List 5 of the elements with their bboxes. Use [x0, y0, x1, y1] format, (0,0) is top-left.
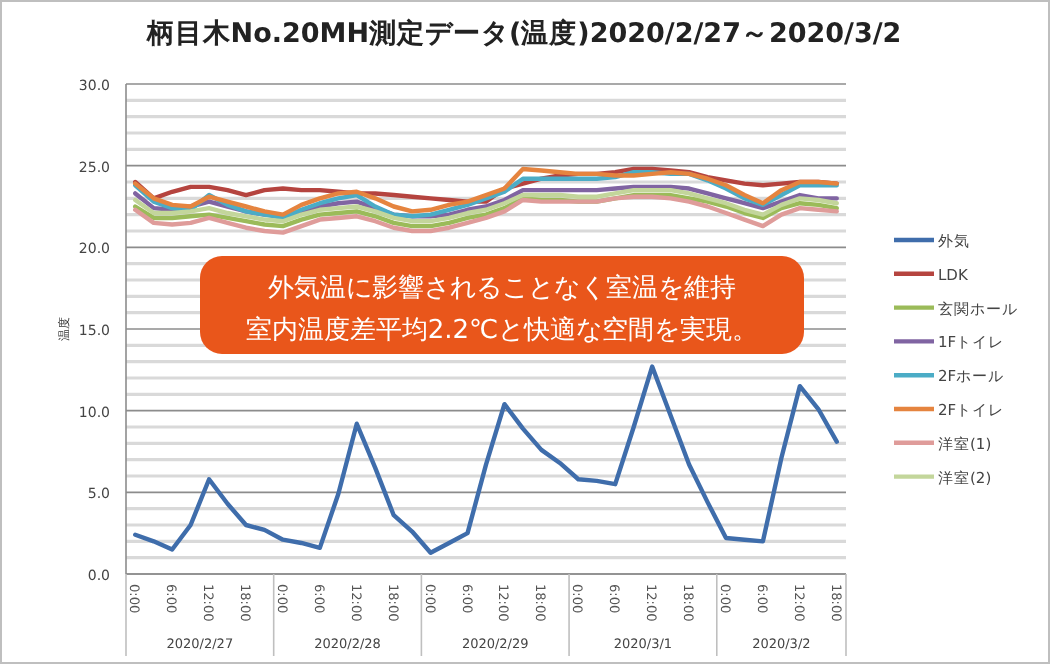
annotation: 外気温に影響されることなく室温を維持	[268, 272, 736, 304]
line-series	[133, 364, 839, 555]
callout: 外気温に影響されることなく室温を維持 室内温度差平均2.2℃と快適な空間を実現。	[200, 256, 804, 354]
chart-title: 柄目木No.20MH測定データ(温度)2020/2/27～2020/3/2	[144, 16, 902, 50]
annotation: 室内温度差平均2.2℃と快適な空間を実現。	[245, 314, 759, 346]
